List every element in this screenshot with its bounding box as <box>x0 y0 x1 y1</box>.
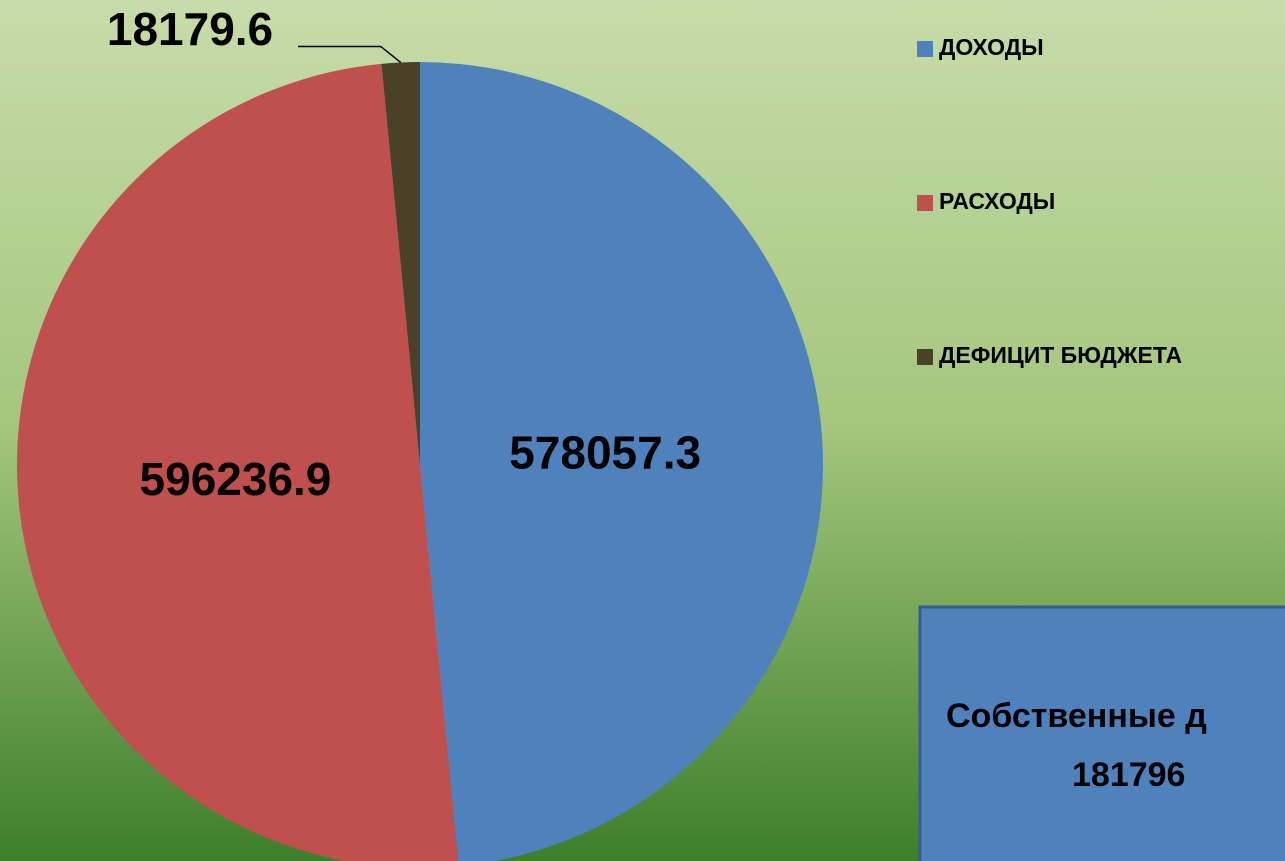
legend-swatch <box>917 195 933 211</box>
legend-label: ДЕФИЦИТ БЮДЖЕТА <box>939 342 1182 368</box>
legend-swatch <box>917 349 933 365</box>
data-label: 596236.9 <box>140 453 332 505</box>
pie-slice <box>381 62 420 465</box>
text-box <box>918 605 1285 861</box>
pie <box>17 62 823 861</box>
legend-swatch <box>917 41 933 57</box>
legend-label: РАСХОДЫ <box>939 188 1055 214</box>
data-label: 18179.6 <box>107 3 273 55</box>
legend-label: ДОХОДЫ <box>939 34 1044 60</box>
text-box-line: Собственные д <box>946 697 1207 735</box>
pie-slice <box>420 62 823 861</box>
pie-slice <box>17 63 459 861</box>
data-label: 578057.3 <box>509 426 701 478</box>
text-box-line: 181796 <box>1072 756 1185 794</box>
leader-line <box>298 45 402 64</box>
